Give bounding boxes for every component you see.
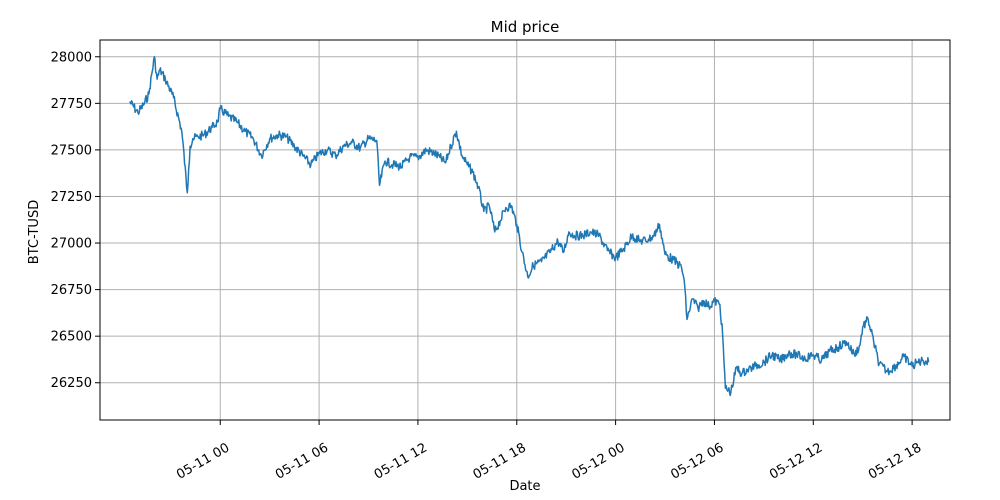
x-tick-label: 05-11 00 [174, 440, 232, 482]
x-tick-label: 05-11 06 [273, 440, 331, 482]
x-tick-label: 05-12 06 [668, 440, 726, 482]
x-tick-label: 05-12 00 [569, 440, 627, 482]
chart-title: Mid price [491, 18, 560, 36]
x-tick-label: 05-12 12 [767, 440, 825, 482]
x-axis-ticks: 05-11 00 05-11 06 05-11 12 05-11 18 05-12 00… [174, 420, 924, 483]
y-tick-label: 26250 [51, 376, 92, 391]
y-axis-ticks: 26250 26500 26750 27000 27250 27500 27750 28000 [51, 50, 100, 391]
y-axis-label: BTC-TUSD [27, 200, 42, 264]
y-tick-label: 27000 [51, 237, 92, 252]
plot-frame [99, 39, 951, 421]
y-tick-label: 27750 [51, 97, 92, 112]
x-axis-label: Date [509, 479, 540, 494]
x-tick-label: 05-11 18 [471, 440, 529, 482]
y-tick-label: 27250 [51, 190, 92, 205]
y-tick-label: 28000 [51, 50, 92, 65]
price-line [129, 56, 930, 397]
x-tick-label: 05-12 18 [866, 440, 924, 482]
grid [100, 40, 950, 420]
y-tick-label: 27500 [51, 143, 92, 158]
x-tick-label: 05-11 12 [372, 440, 430, 482]
series-line-layer [129, 56, 930, 397]
y-tick-label: 26500 [51, 330, 92, 345]
y-tick-label: 26750 [51, 283, 92, 298]
